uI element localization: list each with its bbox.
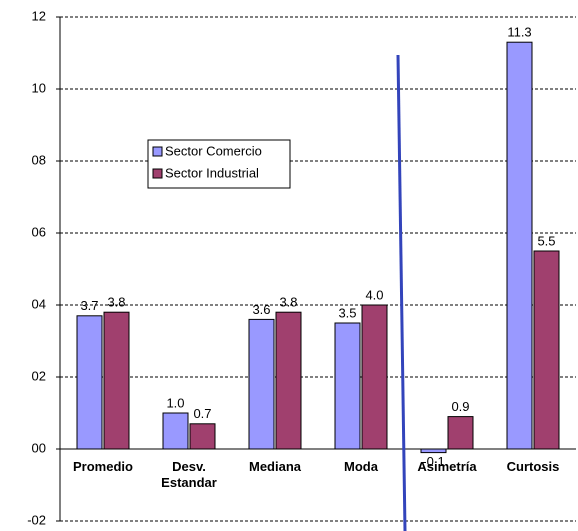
y-tick-label: 10 [32, 80, 46, 95]
bar [248, 318, 275, 450]
data-label: 0.7 [193, 406, 211, 421]
bar [275, 311, 302, 450]
y-tick-label: 08 [32, 152, 46, 167]
legend-swatch [152, 146, 163, 157]
data-label: 1.0 [166, 395, 184, 410]
x-tick-label: Desv. Estandar [161, 459, 217, 490]
data-label: 3.8 [107, 295, 125, 310]
bar [162, 412, 189, 450]
y-tick-label: 12 [32, 8, 46, 23]
x-tick-label: Moda [344, 459, 378, 474]
data-label: 3.7 [80, 298, 98, 313]
data-label: 3.5 [338, 305, 356, 320]
data-label: 3.8 [279, 295, 297, 310]
bar [103, 311, 130, 450]
x-tick-label: Promedio [73, 459, 133, 474]
y-tick-label: 02 [32, 368, 46, 383]
legend-swatch [152, 168, 163, 179]
data-label: 0.9 [451, 399, 469, 414]
bar [334, 322, 361, 450]
divider-stroke [396, 54, 407, 531]
x-tick-label: Asimetría [417, 459, 477, 474]
bar [533, 250, 560, 450]
y-tick-label: 04 [32, 296, 46, 311]
legend-box [147, 139, 291, 189]
bar [506, 41, 533, 450]
bar [361, 304, 388, 450]
data-label: 11.3 [507, 25, 531, 40]
bar [447, 416, 474, 450]
x-tick-label: Mediana [248, 459, 301, 474]
data-label: -0.1 [422, 454, 444, 469]
y-tick-label: 06 [32, 224, 46, 239]
data-label: 5.5 [537, 233, 555, 248]
data-label: 3.6 [252, 302, 270, 317]
y-tick-label: 00 [32, 440, 46, 455]
legend-label: Sector Industrial [165, 165, 259, 180]
y-tick-label: -02 [27, 512, 46, 527]
x-tick-label: Curtosis [506, 459, 560, 474]
data-label: 4.0 [365, 287, 383, 302]
bar [420, 448, 447, 454]
legend-label: Sector Comercio [165, 143, 262, 158]
bar [76, 315, 103, 450]
bar [189, 423, 216, 450]
